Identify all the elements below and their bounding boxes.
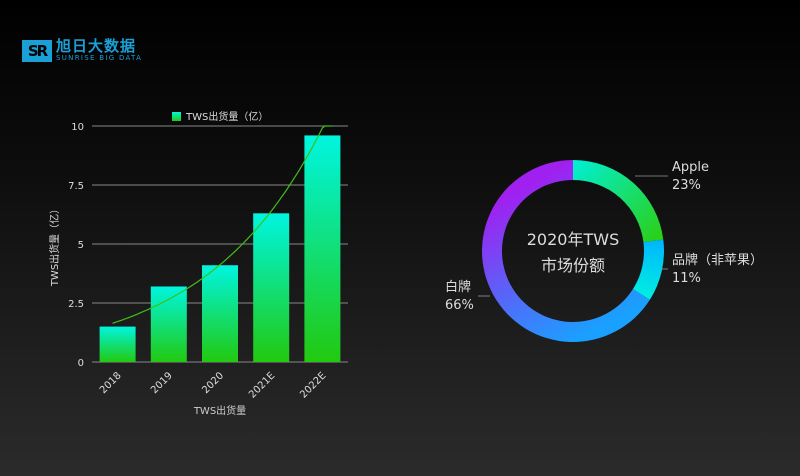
- donut-slice: [632, 239, 664, 300]
- slice-percent: 11%: [672, 271, 701, 286]
- x-tick-label: 2020: [200, 370, 226, 396]
- y-axis-title: TWS出货量（亿）: [48, 204, 61, 287]
- x-axis-title: TWS出货量: [193, 404, 246, 417]
- legend-swatch: [172, 112, 181, 121]
- slice-label: Apple: [672, 160, 709, 175]
- legend-label: TWS出货量（亿）: [185, 110, 268, 123]
- y-tick-label: 10: [71, 122, 84, 133]
- bar-2020: [202, 265, 238, 362]
- logo-cn: 旭日大数据: [56, 37, 137, 55]
- slice-label: 品牌（非苹果）: [672, 252, 763, 268]
- x-tick-label: 2022E: [298, 370, 328, 400]
- slice-percent: 66%: [445, 298, 474, 313]
- slice-percent: 23%: [672, 178, 701, 193]
- x-tick-label: 2018: [98, 370, 124, 396]
- y-tick-label: 0: [78, 358, 84, 369]
- bar-chart: 0 2.5 5 7.5 10 2018 2019 2020 2021E 2022E TWS出货量（亿…: [48, 110, 348, 417]
- donut-chart: 2020年TWS 市场份额 Apple 23% 品牌（非苹果） 11% 白牌 66%: [445, 160, 763, 343]
- x-tick-label: 2021E: [247, 370, 277, 400]
- donut-center-line2: 市场份额: [541, 256, 605, 275]
- y-tick-label: 2.5: [68, 299, 84, 310]
- donut-slice: [573, 160, 664, 243]
- bar-2021E: [253, 213, 290, 362]
- bar-2019: [150, 286, 187, 362]
- logo-en: SUNRISE BIG DATA: [56, 54, 143, 62]
- logo-mark: SR: [22, 39, 52, 62]
- slice-label: 白牌: [445, 279, 471, 295]
- y-tick-label: 5: [78, 240, 84, 251]
- bar-2022E: [304, 135, 341, 362]
- x-tick-label: 2019: [149, 370, 175, 396]
- trendline: [112, 125, 333, 324]
- logo: SR 旭日大数据 SUNRISE BIG DATA: [22, 38, 142, 63]
- bar-2018: [99, 326, 136, 362]
- donut-center-line1: 2020年TWS: [527, 230, 619, 249]
- y-tick-label: 7.5: [68, 181, 84, 192]
